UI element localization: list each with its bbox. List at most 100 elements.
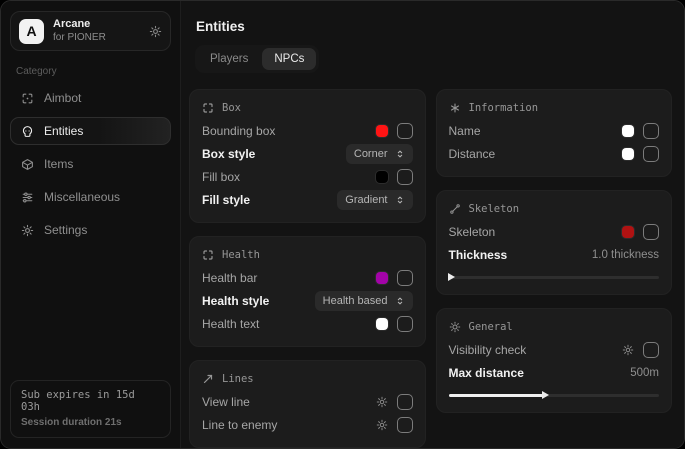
sidebar-item-aimbot[interactable]: Aimbot: [10, 84, 171, 112]
setting-label: Fill box: [202, 169, 241, 184]
setting-row-line-to-enemy: Line to enemy: [202, 413, 413, 436]
setting-row-visibility-check: Visibility check: [448, 338, 659, 361]
slider-track: [448, 276, 659, 279]
sidebar-item-label: Aimbot: [44, 91, 82, 106]
sidebar-item-miscellaneous[interactable]: Miscellaneous: [10, 183, 171, 211]
card-health-header: Health: [202, 249, 413, 261]
sidebar-item-settings[interactable]: Settings: [10, 216, 171, 244]
setting-label: Visibility check: [448, 342, 527, 357]
card-title: Lines: [222, 373, 254, 385]
page-title: Entities: [196, 19, 245, 34]
card-lines-header: Lines: [202, 373, 413, 385]
checkbox[interactable]: [643, 122, 659, 139]
unfold-icon: [395, 296, 405, 306]
setting-label: Health bar: [202, 270, 258, 285]
sliders-icon: [20, 191, 34, 204]
checkbox[interactable]: [643, 145, 659, 162]
checkbox[interactable]: [396, 168, 413, 185]
setting-controls: [375, 269, 413, 286]
setting-controls: [622, 223, 659, 240]
card-general-header: General: [449, 321, 660, 333]
card-lines: Lines View line Line to enemy: [189, 360, 426, 448]
setting-controls: [622, 122, 659, 139]
setting-row-name: Name: [448, 119, 659, 142]
card-box: Box Bounding box Box style Corner: [189, 89, 426, 223]
right-column: Information Name Distance: [435, 89, 672, 413]
checkbox[interactable]: [643, 223, 659, 240]
setting-label: Bounding box: [202, 123, 276, 138]
diagonal-line-icon: [202, 373, 214, 385]
checkbox[interactable]: [396, 315, 413, 332]
color-swatch[interactable]: [375, 271, 388, 284]
checkbox[interactable]: [396, 122, 413, 139]
setting-label: Skeleton: [448, 224, 496, 239]
checkbox[interactable]: [396, 269, 413, 286]
color-swatch[interactable]: [622, 124, 634, 137]
sidebar-item-label: Settings: [44, 223, 88, 238]
checkbox[interactable]: [643, 341, 659, 358]
box-style-dropdown[interactable]: Corner: [345, 143, 413, 164]
setting-label: Name: [448, 123, 481, 138]
slider-track: [448, 394, 659, 397]
card-skeleton-header: Skeleton: [449, 203, 660, 215]
gear-icon[interactable]: [376, 419, 388, 431]
slider-fill: [448, 394, 544, 397]
gear-icon[interactable]: [376, 396, 388, 408]
gear-icon[interactable]: [622, 344, 634, 356]
setting-controls: [622, 341, 659, 358]
setting-label: Health text: [202, 316, 260, 331]
dropdown-value: Health based: [322, 294, 388, 307]
health-style-dropdown[interactable]: Health based: [314, 290, 413, 311]
setting-label: Line to enemy: [202, 417, 278, 432]
app-name: Arcane: [53, 18, 91, 30]
thickness-slider[interactable]: [447, 272, 659, 283]
unfold-icon: [395, 195, 405, 205]
sidebar-nav: Aimbot Entities Items Miscellaneous: [10, 84, 171, 244]
setting-label: Fill style: [202, 192, 251, 207]
sidebar-item-label: Entities: [44, 124, 84, 139]
card-health: Health Health bar Health style Health ba…: [189, 236, 426, 347]
tab-npcs[interactable]: NPCs: [262, 48, 317, 70]
setting-controls: [376, 393, 413, 410]
sidebar-item-entities[interactable]: Entities: [10, 117, 171, 146]
color-swatch[interactable]: [375, 124, 388, 137]
setting-row-bounding-box: Bounding box: [202, 119, 413, 142]
sidebar-item-items[interactable]: Items: [10, 150, 171, 178]
color-swatch[interactable]: [375, 170, 388, 183]
card-general: General Visibility check Max distance 50…: [435, 308, 672, 413]
main-content: Entities Players NPCs Box Bounding box: [181, 1, 684, 448]
sidebar-item-label: Items: [44, 157, 74, 172]
slider-handle[interactable]: [447, 273, 455, 281]
sun-icon: [449, 321, 461, 333]
setting-controls: [375, 315, 413, 332]
setting-row-distance: Distance: [448, 142, 659, 165]
setting-label: Max distance: [448, 365, 524, 380]
setting-label: Box style: [202, 146, 256, 161]
card-title: Health: [222, 249, 260, 261]
checkbox[interactable]: [396, 393, 413, 410]
setting-row-health-text: Health text: [202, 312, 413, 335]
max-distance-slider[interactable]: [448, 390, 659, 401]
card-title: Box: [222, 102, 241, 114]
color-swatch[interactable]: [375, 317, 388, 330]
max-distance-value: 500m: [630, 366, 659, 379]
setting-controls: [622, 145, 659, 162]
dropdown-value: Corner: [353, 147, 388, 160]
color-swatch[interactable]: [622, 147, 634, 160]
setting-controls: [375, 122, 413, 139]
fill-style-dropdown[interactable]: Gradient: [337, 189, 413, 210]
setting-label: Distance: [448, 146, 496, 161]
setting-label: View line: [202, 394, 250, 409]
info-asterisk-icon: [449, 102, 461, 114]
gear-icon: [20, 224, 34, 237]
checkbox[interactable]: [396, 416, 413, 433]
scan-brackets-icon: [202, 102, 214, 114]
slider-handle[interactable]: [542, 391, 550, 399]
card-information: Information Name Distance: [435, 89, 672, 177]
color-swatch[interactable]: [622, 225, 634, 238]
app-subtitle: for PIONER: [53, 31, 106, 43]
tab-players[interactable]: Players: [198, 48, 260, 70]
gear-icon[interactable]: [149, 25, 162, 38]
box-icon: [20, 158, 34, 171]
